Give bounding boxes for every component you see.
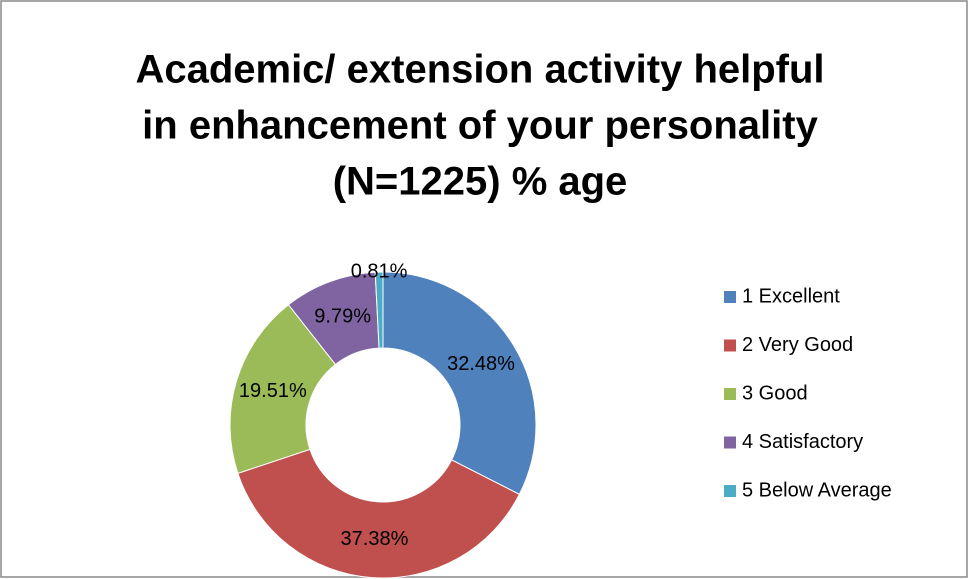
chart-title: in enhancement of your personality bbox=[142, 104, 818, 148]
donut-slice bbox=[374, 271, 384, 349]
data-label: 19.51% bbox=[239, 380, 307, 402]
legend-swatch bbox=[724, 388, 736, 400]
data-label: 32.48% bbox=[447, 353, 515, 375]
donut-slice bbox=[237, 448, 521, 579]
data-label: 9.79% bbox=[314, 306, 371, 328]
legend-swatch bbox=[724, 339, 736, 352]
legend-swatch bbox=[724, 485, 736, 497]
legend-label: 4 Satisfactory bbox=[742, 431, 863, 453]
legend-label: 3 Good bbox=[742, 382, 808, 404]
data-label: 0.81% bbox=[351, 260, 408, 282]
legend-label: 5 Below Average bbox=[742, 479, 892, 501]
legend-label: 2 Very Good bbox=[742, 334, 853, 356]
chart-title: Academic/ extension activity helpful bbox=[135, 48, 824, 92]
legend-swatch bbox=[724, 436, 736, 449]
data-label: 37.38% bbox=[341, 528, 409, 550]
legend-label: 1 Excellent bbox=[742, 285, 840, 307]
donut-slice bbox=[382, 271, 537, 496]
chart-title: (N=1225) % age bbox=[333, 160, 628, 204]
legend-swatch bbox=[724, 291, 736, 303]
donut-slice bbox=[229, 304, 337, 474]
